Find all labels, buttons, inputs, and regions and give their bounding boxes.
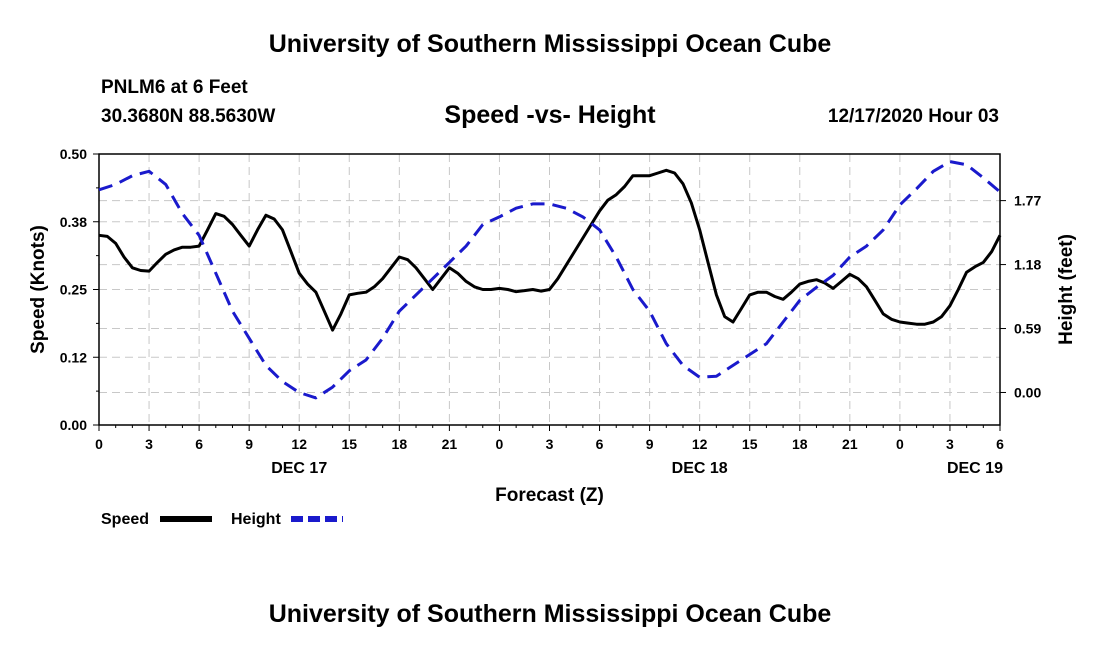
x-tick-label: 6 — [596, 436, 604, 452]
x-tick-label: 21 — [842, 436, 858, 452]
date-label: DEC 17 — [271, 460, 327, 477]
legend-label-height: Height — [231, 511, 281, 528]
station-name: PNLM6 at 6 Feet — [101, 77, 248, 98]
x-tick-label: 15 — [341, 436, 357, 452]
y2-tick-label: 1.18 — [1014, 257, 1041, 273]
series-line-height — [98, 160, 1001, 400]
x-tick-label: 0 — [896, 436, 904, 452]
y2-tick-label: 0.59 — [1014, 321, 1041, 337]
station-coords: 30.3680N 88.5630W — [101, 106, 276, 127]
date-label: DEC 19 — [947, 460, 1003, 477]
main-title: University of Southern Mississippi Ocean… — [268, 30, 832, 58]
footer-title: University of Southern Mississippi Ocean… — [268, 600, 832, 628]
x-tick-label: 12 — [291, 436, 307, 452]
y-tick-label: 0.12 — [60, 349, 87, 365]
y2-axis-label: Height (feet) — [1056, 234, 1077, 345]
x-tick-label: 9 — [646, 436, 654, 452]
x-tick-label: 21 — [442, 436, 458, 452]
y2-tick-label: 0.00 — [1014, 384, 1041, 400]
y-axis-label: Speed (Knots) — [28, 225, 49, 354]
y-tick-label: 0.38 — [60, 214, 87, 230]
x-tick-label: 0 — [95, 436, 103, 452]
x-tick-label: 12 — [692, 436, 708, 452]
x-tick-label: 18 — [392, 436, 408, 452]
y-tick-label: 0.50 — [60, 146, 87, 162]
y-tick-label: 0.25 — [60, 282, 87, 298]
x-tick-label: 0 — [496, 436, 504, 452]
x-tick-label: 3 — [946, 436, 954, 452]
y2-tick-label: 1.77 — [1014, 193, 1041, 209]
x-tick-label: 6 — [996, 436, 1004, 452]
date-label: DEC 18 — [672, 460, 728, 477]
legend-label-speed: Speed — [101, 511, 149, 528]
x-tick-label: 18 — [792, 436, 808, 452]
x-tick-label: 3 — [145, 436, 153, 452]
x-tick-label: 6 — [195, 436, 203, 452]
x-axis-label: Forecast (Z) — [495, 485, 604, 506]
y-tick-label: 0.00 — [60, 417, 87, 433]
timestamp: 12/17/2020 Hour 03 — [827, 106, 999, 127]
chart-title: Speed -vs- Height — [444, 101, 656, 129]
series-line-speed — [98, 168, 1002, 332]
x-tick-label: 9 — [245, 436, 253, 452]
x-tick-label: 15 — [742, 436, 758, 452]
x-tick-label: 3 — [546, 436, 554, 452]
